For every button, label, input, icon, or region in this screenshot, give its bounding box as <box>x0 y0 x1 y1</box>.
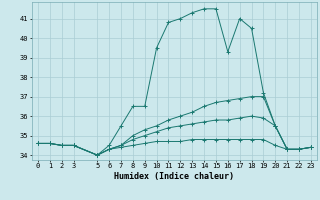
X-axis label: Humidex (Indice chaleur): Humidex (Indice chaleur) <box>115 172 234 181</box>
